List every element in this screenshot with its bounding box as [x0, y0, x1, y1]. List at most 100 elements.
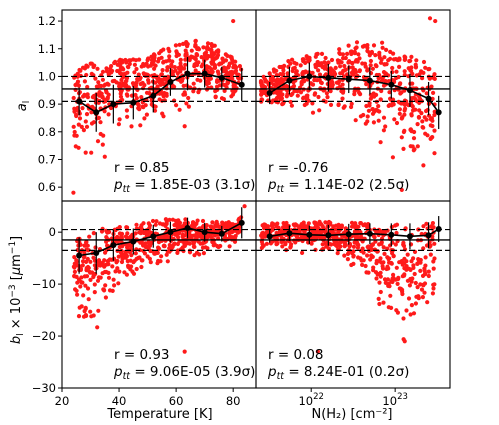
scatter-point — [83, 305, 88, 310]
scatter-point — [99, 229, 105, 234]
scatter-point — [204, 223, 209, 228]
scatter-point — [407, 283, 412, 288]
scatter-point — [89, 314, 94, 319]
binned-point — [150, 233, 157, 240]
scatter-point — [385, 264, 390, 269]
scatter-point — [365, 43, 370, 48]
scatter-point — [281, 221, 286, 226]
scatter-point — [412, 147, 417, 152]
x-tick-label: 40 — [112, 394, 127, 408]
scatter-point — [359, 258, 364, 263]
scatter-point — [210, 220, 215, 225]
binned-point — [325, 74, 332, 81]
scatter-point — [374, 258, 379, 263]
scatter-point — [177, 107, 182, 112]
scatter-point — [413, 65, 418, 70]
scatter-point — [181, 41, 186, 47]
scatter-point — [82, 309, 87, 314]
scatter-point — [72, 255, 77, 260]
scatter-point — [132, 70, 137, 75]
scatter-point — [180, 76, 185, 81]
scatter-point — [265, 224, 270, 229]
scatter-point — [324, 91, 329, 96]
scatter-point — [429, 224, 434, 229]
scatter-point — [313, 65, 318, 70]
scatter-point — [407, 266, 412, 271]
scatter-point — [355, 245, 360, 250]
scatter-point — [329, 242, 334, 247]
scatter-point — [175, 248, 180, 253]
scatter-point — [313, 91, 318, 96]
scatter-point — [82, 66, 88, 71]
scatter-point — [421, 246, 426, 251]
scatter-point — [192, 253, 197, 258]
scatter-point — [426, 67, 431, 72]
scatter-point — [415, 144, 420, 149]
scatter-point — [105, 96, 110, 101]
scatter-point — [179, 65, 184, 70]
scatter-point — [410, 81, 415, 86]
scatter-point — [387, 102, 392, 108]
scatter-point — [180, 234, 185, 239]
scatter-point — [378, 274, 383, 279]
scatter-point — [365, 253, 370, 258]
scatter-point — [427, 16, 433, 21]
scatter-point — [207, 65, 212, 70]
scatter-point — [75, 280, 80, 285]
scatter-point — [345, 251, 351, 256]
scatter-point — [406, 296, 412, 301]
p-value-label: ptt = 1.85E-03 (3.1σ) — [113, 177, 255, 195]
panel-b-vs-column-density — [256, 216, 450, 354]
axes-frame-layer — [61, 9, 451, 389]
scatter-point — [357, 69, 362, 74]
scatter-point — [91, 64, 96, 70]
scatter-point — [384, 47, 389, 53]
scatter-point — [259, 88, 264, 93]
scatter-point — [408, 276, 413, 282]
scatter-point — [354, 40, 360, 45]
scatter-point — [330, 68, 335, 73]
scatter-point — [323, 63, 328, 68]
scatter-point — [193, 57, 198, 62]
scatter-point — [358, 221, 363, 226]
scatter-point — [409, 68, 414, 74]
scatter-point — [210, 57, 215, 62]
scatter-point — [122, 81, 127, 86]
scatter-point — [358, 92, 363, 97]
scatter-point — [196, 90, 201, 95]
scatter-point — [145, 254, 150, 259]
scatter-point — [389, 261, 394, 266]
scatter-point — [402, 339, 407, 344]
scatter-point — [131, 271, 137, 276]
scatter-point — [81, 293, 86, 298]
scatter-point — [334, 80, 339, 85]
scatter-point — [323, 55, 328, 61]
scatter-point — [424, 91, 429, 96]
scatter-point — [184, 101, 189, 106]
scatter-point — [228, 54, 233, 59]
scatter-point — [74, 112, 79, 117]
scatter-point — [100, 94, 105, 99]
scatter-point — [360, 262, 365, 267]
scatter-point — [194, 53, 199, 58]
scatter-point — [91, 274, 96, 280]
binned-point — [286, 77, 293, 84]
scatter-point — [391, 57, 397, 62]
scatter-point — [341, 105, 346, 110]
scatter-point — [288, 245, 293, 250]
scatter-point — [391, 275, 396, 280]
scatter-point — [134, 266, 139, 272]
binned-point — [76, 252, 83, 259]
scatter-point — [164, 234, 169, 239]
scatter-point — [165, 68, 170, 73]
scatter-point — [301, 95, 306, 100]
scatter-point — [401, 129, 406, 135]
scatter-point — [378, 270, 383, 275]
scatter-point — [72, 129, 77, 135]
scatter-point — [215, 69, 220, 74]
scatter-point — [350, 61, 355, 66]
scatter-point — [409, 303, 414, 308]
scatter-point — [389, 305, 394, 310]
scatter-point — [93, 76, 98, 81]
scatter-point — [139, 264, 144, 270]
